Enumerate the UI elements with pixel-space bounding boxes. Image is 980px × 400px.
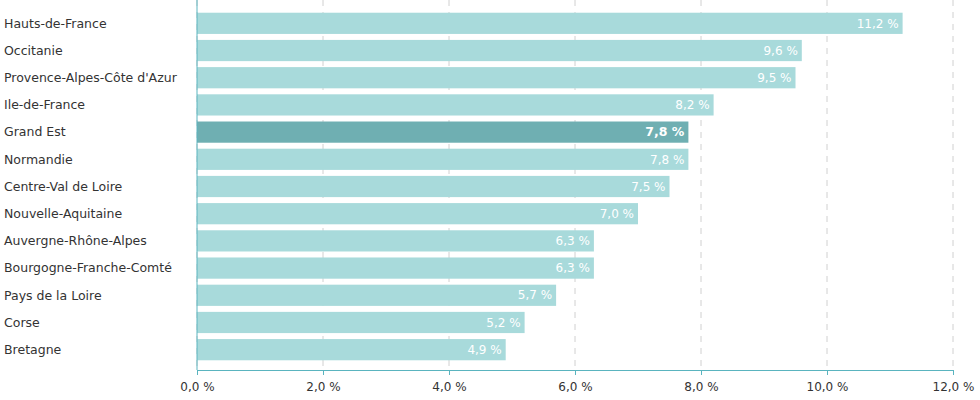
tick-label: 8,0 %	[684, 380, 718, 394]
category-label: Grand Est	[4, 124, 66, 139]
bar	[197, 40, 802, 61]
tick-mark	[449, 370, 450, 375]
tick-label: 0,0 %	[180, 380, 214, 394]
tick-label: 4,0 %	[432, 380, 466, 394]
tick-mark	[953, 370, 954, 375]
tick: 6,0 %	[558, 370, 592, 394]
data-label: 4,9 %	[467, 343, 501, 357]
bar	[197, 67, 796, 88]
tick: 4,0 %	[432, 370, 466, 394]
bar	[197, 257, 594, 278]
bars	[197, 13, 903, 361]
data-label: 8,2 %	[675, 98, 709, 112]
data-label: 7,5 %	[631, 180, 665, 194]
category-label: Pays de la Loire	[4, 288, 102, 303]
tick-mark	[197, 370, 198, 375]
tick-mark	[701, 370, 702, 375]
tick-label: 12,0 %	[933, 380, 975, 394]
grid-line	[953, 0, 954, 370]
bar	[197, 149, 688, 170]
tick-label: 6,0 %	[558, 380, 592, 394]
bar	[197, 339, 506, 360]
tick: 10,0 %	[807, 370, 849, 394]
grid	[197, 0, 953, 370]
category-label: Provence-Alpes-Côte d'Azur	[4, 70, 178, 85]
data-label: 7,8 %	[645, 124, 684, 139]
bar	[197, 203, 638, 224]
bar	[197, 176, 670, 197]
data-label: 6,3 %	[556, 234, 590, 248]
bar	[197, 13, 903, 34]
category-label: Centre-Val de Loire	[4, 179, 123, 194]
data-label: 7,8 %	[650, 153, 684, 167]
data-label: 11,2 %	[857, 17, 899, 31]
data-label: 5,2 %	[486, 316, 520, 330]
category-label: Auvergne-Rhône-Alpes	[4, 233, 147, 248]
category-label: Hauts-de-France	[4, 16, 107, 31]
tick-label: 10,0 %	[807, 380, 849, 394]
category-label: Corse	[4, 315, 40, 330]
chart: Hauts-de-France Occitanie Provence-Alpes-C…	[0, 0, 980, 400]
category-label: Nouvelle-Aquitaine	[4, 206, 122, 221]
tick: 2,0 %	[306, 370, 340, 394]
data-label: 7,0 %	[600, 207, 634, 221]
data-label: 6,3 %	[556, 261, 590, 275]
y-axis-line	[197, 0, 198, 370]
tick-mark	[575, 370, 576, 375]
category-label: Occitanie	[4, 43, 63, 58]
x-axis: 0,0 % 2,0 % 4,0 % 6,0 % 8,0 % 10,0 % 12,0 %	[180, 370, 974, 394]
category-label: Ile-de-France	[4, 97, 85, 112]
tick: 0,0 %	[180, 370, 214, 394]
tick-label: 2,0 %	[306, 380, 340, 394]
bar	[197, 94, 714, 115]
bar	[197, 122, 688, 143]
bar	[197, 285, 556, 306]
bar	[197, 230, 594, 251]
tick: 8,0 %	[684, 370, 718, 394]
data-label: 9,6 %	[763, 44, 797, 58]
category-label: Normandie	[4, 152, 73, 167]
data-label: 9,5 %	[757, 71, 791, 85]
category-labels: Hauts-de-France Occitanie Provence-Alpes-C…	[4, 16, 178, 357]
grid-line	[827, 0, 828, 370]
tick: 12,0 %	[933, 370, 975, 394]
bar	[197, 312, 525, 333]
category-label: Bourgogne-Franche-Comté	[4, 260, 172, 275]
data-label: 5,7 %	[518, 288, 552, 302]
tick-mark	[827, 370, 828, 375]
tick-mark	[323, 370, 324, 375]
category-label: Bretagne	[4, 342, 62, 357]
grid-line	[197, 0, 198, 370]
data-labels: 11,2 % 9,6 % 9,5 % 8,2 % 7,8 % 7,8 % 7,5 % 7,0 …	[467, 17, 898, 357]
